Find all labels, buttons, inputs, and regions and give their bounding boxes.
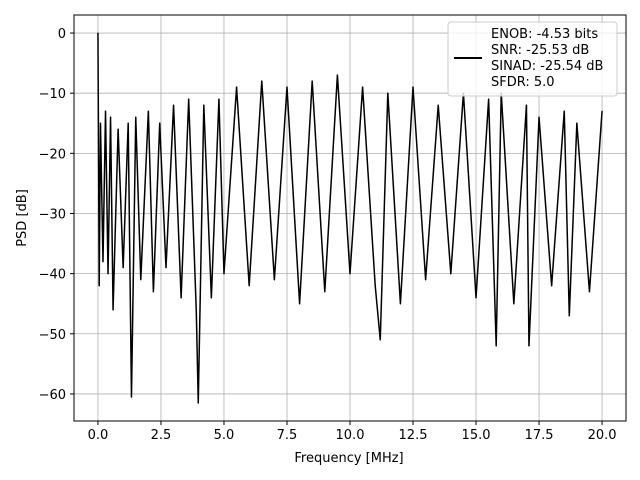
data-point	[223, 273, 225, 275]
legend-enob: ENOB: -4.53 bits	[491, 27, 598, 42]
data-point	[102, 261, 104, 263]
data-point	[98, 285, 100, 287]
data-point	[140, 279, 142, 281]
x-tick-label: 10.0	[336, 428, 365, 443]
data-point	[99, 122, 102, 124]
x-tick-label: 2.5	[151, 428, 172, 443]
data-point	[374, 285, 376, 287]
data-point	[450, 273, 452, 275]
data-point	[104, 110, 107, 112]
y-axis-label: PSD [dB]	[15, 189, 30, 247]
y-tick-label: −60	[39, 388, 66, 403]
data-point	[298, 303, 301, 305]
data-point	[437, 104, 439, 106]
legend-snr: SNR: -25.53 dB	[491, 43, 589, 58]
y-tick-label: −50	[39, 328, 66, 343]
x-tick-label: 15.0	[462, 428, 491, 443]
data-point	[117, 128, 119, 130]
data-point	[588, 291, 591, 293]
legend-sfdr: SFDR: 5.0	[491, 75, 555, 90]
data-point	[576, 122, 578, 124]
x-tick-label: 0.0	[88, 428, 109, 443]
data-point	[513, 303, 515, 305]
x-tick-label: 12.5	[399, 428, 428, 443]
legend-sinad: SINAD: -25.54 dB	[491, 59, 603, 74]
x-axis-ticks: 0.0 2.5 5.0 7.5 10.0 12.5 15.0 17.5 20.0	[88, 421, 617, 443]
x-axis-label: Frequency [MHz]	[294, 451, 403, 466]
data-point	[324, 291, 326, 293]
data-point	[273, 279, 275, 281]
data-point	[379, 339, 381, 341]
data-point	[425, 279, 427, 281]
data-point	[601, 110, 603, 112]
data-point	[97, 32, 99, 34]
legend-box	[447, 21, 618, 97]
data-point	[311, 80, 313, 82]
data-point	[180, 297, 182, 299]
data-point	[286, 86, 288, 88]
data-point	[528, 345, 530, 347]
data-point	[152, 291, 154, 293]
y-tick-label: −40	[39, 268, 66, 283]
data-point	[188, 98, 190, 100]
y-axis-ticks: 0 −10 −20 −30 −40 −50 −60	[39, 27, 74, 403]
data-point	[261, 80, 263, 82]
y-tick-label: 0	[58, 27, 66, 42]
data-point	[488, 98, 490, 100]
data-point	[336, 74, 338, 76]
data-point	[203, 104, 205, 106]
y-tick-label: −20	[39, 147, 66, 162]
x-tick-label: 17.5	[525, 428, 554, 443]
data-point	[210, 297, 212, 299]
y-tick-label: −30	[39, 207, 66, 222]
data-point	[130, 396, 133, 398]
x-tick-label: 5.0	[214, 428, 235, 443]
data-point	[475, 297, 477, 299]
data-point	[538, 116, 540, 118]
data-point	[399, 303, 402, 305]
data-point	[197, 402, 199, 404]
x-tick-label: 7.5	[277, 428, 298, 443]
data-point	[551, 285, 553, 287]
y-tick-label: −10	[39, 87, 66, 102]
data-point	[112, 309, 114, 311]
data-point	[195, 309, 197, 311]
data-point	[127, 122, 129, 124]
data-point	[568, 315, 570, 317]
data-point	[387, 92, 389, 94]
data-point	[107, 273, 109, 275]
data-point	[218, 98, 220, 100]
data-point	[122, 267, 124, 269]
data-point	[362, 86, 364, 88]
data-point	[172, 104, 175, 106]
legend: ENOB: -4.53 bits SNR: -25.53 dB SINAD: -…	[447, 21, 618, 97]
x-tick-label: 20.0	[588, 428, 617, 443]
data-point	[135, 116, 137, 118]
data-point	[235, 86, 238, 88]
data-point	[349, 273, 351, 275]
data-point	[159, 122, 161, 124]
data-point	[109, 116, 112, 118]
data-point	[525, 104, 528, 106]
data-point	[563, 110, 565, 112]
data-point	[495, 345, 497, 347]
data-point	[165, 267, 167, 269]
data-point	[248, 285, 250, 287]
data-point	[412, 86, 414, 88]
data-point	[147, 110, 149, 112]
